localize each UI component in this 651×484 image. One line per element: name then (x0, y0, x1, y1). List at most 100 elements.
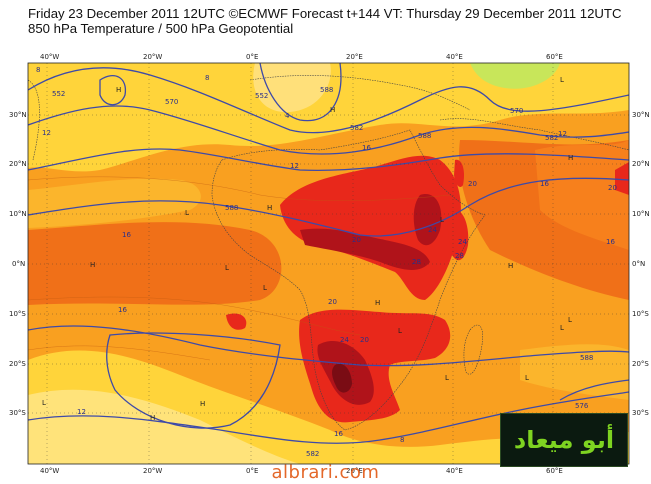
heat-spot-gulf-of-guinea (226, 313, 247, 330)
latitude-labels-right: 30°N 20°N 10°N 0°N 10°S 20°S 30°S (632, 111, 650, 417)
cool-zone-south-atlantic (28, 389, 300, 464)
lat-label: 20°N (9, 160, 27, 168)
geopotential-line-570 (28, 105, 629, 155)
site-watermark: albrari.com (271, 462, 380, 483)
warm-zone-arabian-sea (535, 140, 629, 250)
temperature-label: 20 (360, 336, 369, 344)
forecast-title: Friday 23 December 2011 12UTC ©ECMWF For… (28, 6, 622, 21)
americas-coastline (28, 79, 40, 161)
pressure-mark: L (445, 374, 449, 382)
geopotential-ring-south-atlantic (106, 332, 281, 429)
temperature-label: 8 (400, 436, 404, 444)
pressure-mark: H (375, 299, 380, 307)
pressure-mark: H (200, 400, 205, 408)
lon-label: 40°E (446, 467, 463, 475)
geopotential-label: 588 (418, 132, 431, 140)
temperature-label: 8 (36, 66, 40, 74)
cool-patch-north (253, 63, 331, 113)
lon-label: 40°W (40, 53, 59, 61)
lon-label: 0°E (246, 53, 258, 61)
pressure-mark: L (225, 264, 229, 272)
europe-coastline (249, 75, 471, 111)
geopotential-label: 552 (255, 92, 268, 100)
temperature-label: 4 (285, 112, 290, 120)
heat-core-ethiopia (413, 194, 442, 246)
geopotential-trough-europe (259, 63, 342, 122)
temperature-label: 24 (458, 238, 467, 246)
pressure-mark: H (116, 86, 121, 94)
geopotential-label: 588 (225, 204, 238, 212)
lat-label: 10°S (9, 310, 26, 318)
lon-label: 0°E (246, 467, 258, 475)
geopotential-label: 576 (575, 402, 589, 410)
warm-band-equatorial (28, 222, 282, 305)
temperature-label: 12 (42, 129, 51, 137)
lat-label: 10°S (632, 310, 649, 318)
temperature-label: 12 (77, 408, 86, 416)
temperature-label: 20 (468, 180, 477, 188)
temperature-label: 12 (290, 162, 299, 170)
graticule (28, 63, 629, 464)
warm-zone-south-indian (520, 344, 629, 400)
lat-label: 20°S (9, 360, 26, 368)
pressure-mark: L (560, 76, 564, 84)
temperature-labels: 8 12 16 20 24 28 16 12 8 16 20 24 20 12 … (36, 66, 617, 444)
pressure-mark: H (330, 106, 335, 114)
lat-label: 10°N (632, 210, 650, 218)
temperature-label: 16 (122, 231, 131, 239)
temperature-label: 8 (205, 74, 209, 82)
latitude-labels-left: 30°N 20°N 10°N 0°N 10°S 20°S 30°S (9, 111, 27, 417)
pressure-mark: L (568, 316, 572, 324)
longitude-labels-bottom: 40°W 20°W 0°E 20°E 40°E 60°E (40, 467, 563, 475)
geopotential-label: 582 (545, 134, 558, 142)
lat-label: 0°N (632, 260, 645, 268)
geopotential-label: 582 (350, 124, 363, 132)
temperature-label: 28 (412, 258, 421, 266)
heat-peak-namibia (332, 363, 352, 393)
geopotential-line-588-south (28, 325, 629, 367)
geopotential-label: 552 (52, 90, 65, 98)
temperature-label: 12 (558, 130, 567, 138)
temperature-isotherms (28, 176, 451, 361)
pressure-mark: H (508, 262, 513, 270)
logo-badge: أبو ميعاد (500, 413, 628, 467)
temperature-label: 16 (540, 180, 549, 188)
lat-label: 30°S (632, 409, 649, 417)
forecast-subtitle: 850 hPa Temperature / 500 hPa Geopotenti… (28, 21, 294, 36)
lat-label: 30°S (9, 409, 26, 417)
temperature-label: 20 (608, 184, 617, 192)
lon-label: 20°E (346, 53, 363, 61)
geopotential-label: 570 (165, 98, 178, 106)
temperature-label: 24 (340, 336, 349, 344)
geopotential-ring-azores (99, 75, 127, 106)
cool-zone-green (470, 63, 560, 89)
geopotential-line-552 (28, 67, 629, 134)
lon-label: 20°E (346, 467, 363, 475)
pressure-mark: L (525, 374, 529, 382)
pressure-mark: H (150, 414, 155, 422)
pressure-centers: H H L L H L H L H L H L H L L H L L H L (42, 76, 573, 422)
lat-label: 30°N (9, 111, 27, 119)
geopotential-line-582 (28, 148, 629, 171)
temperature-label: 28 (455, 252, 464, 260)
temperature-label: 16 (606, 238, 615, 246)
arabia-coastline (439, 118, 629, 151)
pressure-mark: L (560, 324, 564, 332)
geopotential-labels: 552 570 588 588 582 552 570 588 582 582 … (52, 86, 593, 458)
pressure-mark: L (398, 327, 402, 335)
geopotential-label: 588 (580, 354, 593, 362)
pressure-mark: L (263, 284, 267, 292)
cool-band-north (28, 63, 629, 172)
lat-label: 20°S (632, 360, 649, 368)
pressure-mark: H (90, 261, 95, 269)
logo-text: أبو ميعاد (513, 426, 615, 454)
geopotential-contours (28, 63, 629, 444)
lat-label: 20°N (632, 160, 650, 168)
heat-zone-red-sea (454, 159, 465, 187)
africa-coastline (211, 129, 486, 431)
geopotential-line-576 (28, 391, 629, 444)
lat-label: 10°N (9, 210, 27, 218)
map-header: Friday 23 December 2011 12UTC ©ECMWF For… (28, 6, 622, 36)
pressure-mark: H (568, 154, 573, 162)
